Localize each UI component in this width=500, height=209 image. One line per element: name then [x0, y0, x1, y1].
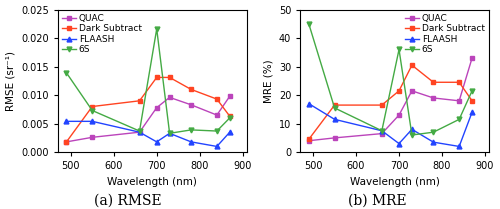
Line: 6S: 6S — [306, 21, 474, 138]
Line: QUAC: QUAC — [306, 56, 474, 143]
Line: Dark Subtract: Dark Subtract — [64, 75, 232, 144]
FLAASH — [409, 128, 415, 131]
FLAASH — [166, 132, 172, 135]
6S — [469, 90, 475, 92]
Line: FLAASH: FLAASH — [64, 119, 232, 149]
FLAASH — [379, 130, 385, 132]
6S — [396, 48, 402, 51]
Dark Subtract — [188, 88, 194, 91]
Dark Subtract — [90, 105, 96, 108]
6S — [214, 130, 220, 132]
QUAC — [188, 103, 194, 106]
Y-axis label: MRE (%): MRE (%) — [263, 59, 273, 103]
6S — [409, 134, 415, 136]
Dark Subtract — [166, 76, 172, 79]
Dark Subtract — [332, 104, 338, 106]
FLAASH — [90, 120, 96, 123]
FLAASH — [136, 131, 142, 133]
Legend: QUAC, Dark Subtract, FLAASH, 6S: QUAC, Dark Subtract, FLAASH, 6S — [404, 12, 486, 56]
QUAC — [409, 90, 415, 92]
Dark Subtract — [409, 64, 415, 66]
X-axis label: Wavelength (nm): Wavelength (nm) — [108, 177, 198, 187]
QUAC — [154, 106, 160, 109]
FLAASH — [214, 145, 220, 148]
6S — [456, 118, 462, 121]
FLAASH — [396, 142, 402, 145]
Dark Subtract — [430, 81, 436, 84]
Dark Subtract — [469, 99, 475, 102]
Dark Subtract — [396, 90, 402, 92]
QUAC — [430, 97, 436, 99]
QUAC — [90, 136, 96, 139]
Line: QUAC: QUAC — [64, 94, 232, 144]
X-axis label: Wavelength (nm): Wavelength (nm) — [350, 177, 440, 187]
Line: Dark Subtract: Dark Subtract — [306, 63, 474, 142]
6S — [188, 129, 194, 131]
Dark Subtract — [306, 138, 312, 141]
Line: FLAASH: FLAASH — [306, 101, 474, 149]
Legend: QUAC, Dark Subtract, FLAASH, 6S: QUAC, Dark Subtract, FLAASH, 6S — [60, 12, 144, 56]
6S — [306, 23, 312, 25]
Dark Subtract — [136, 99, 142, 102]
Text: (b) MRE: (b) MRE — [348, 194, 407, 208]
Dark Subtract — [379, 104, 385, 106]
FLAASH — [306, 102, 312, 105]
FLAASH — [64, 120, 70, 123]
FLAASH — [332, 118, 338, 121]
QUAC — [166, 96, 172, 99]
Line: 6S: 6S — [64, 27, 232, 136]
Text: (a) RMSE: (a) RMSE — [94, 194, 162, 208]
QUAC — [469, 57, 475, 59]
Dark Subtract — [154, 76, 160, 79]
6S — [64, 72, 70, 74]
FLAASH — [227, 131, 233, 133]
6S — [90, 109, 96, 112]
6S — [136, 130, 142, 132]
QUAC — [379, 132, 385, 135]
QUAC — [214, 114, 220, 116]
QUAC — [396, 114, 402, 116]
QUAC — [306, 139, 312, 142]
FLAASH — [188, 141, 194, 143]
Dark Subtract — [64, 141, 70, 143]
6S — [430, 131, 436, 133]
FLAASH — [456, 145, 462, 148]
FLAASH — [469, 111, 475, 113]
6S — [227, 117, 233, 119]
6S — [154, 28, 160, 30]
FLAASH — [154, 141, 160, 143]
6S — [332, 107, 338, 109]
6S — [166, 132, 172, 135]
QUAC — [332, 137, 338, 139]
FLAASH — [430, 141, 436, 143]
6S — [379, 130, 385, 132]
QUAC — [64, 141, 70, 143]
Dark Subtract — [214, 98, 220, 100]
Dark Subtract — [456, 81, 462, 84]
Y-axis label: RMSE (sr⁻¹): RMSE (sr⁻¹) — [6, 51, 16, 111]
Dark Subtract — [227, 115, 233, 117]
QUAC — [136, 131, 142, 133]
QUAC — [456, 99, 462, 102]
QUAC — [227, 95, 233, 98]
